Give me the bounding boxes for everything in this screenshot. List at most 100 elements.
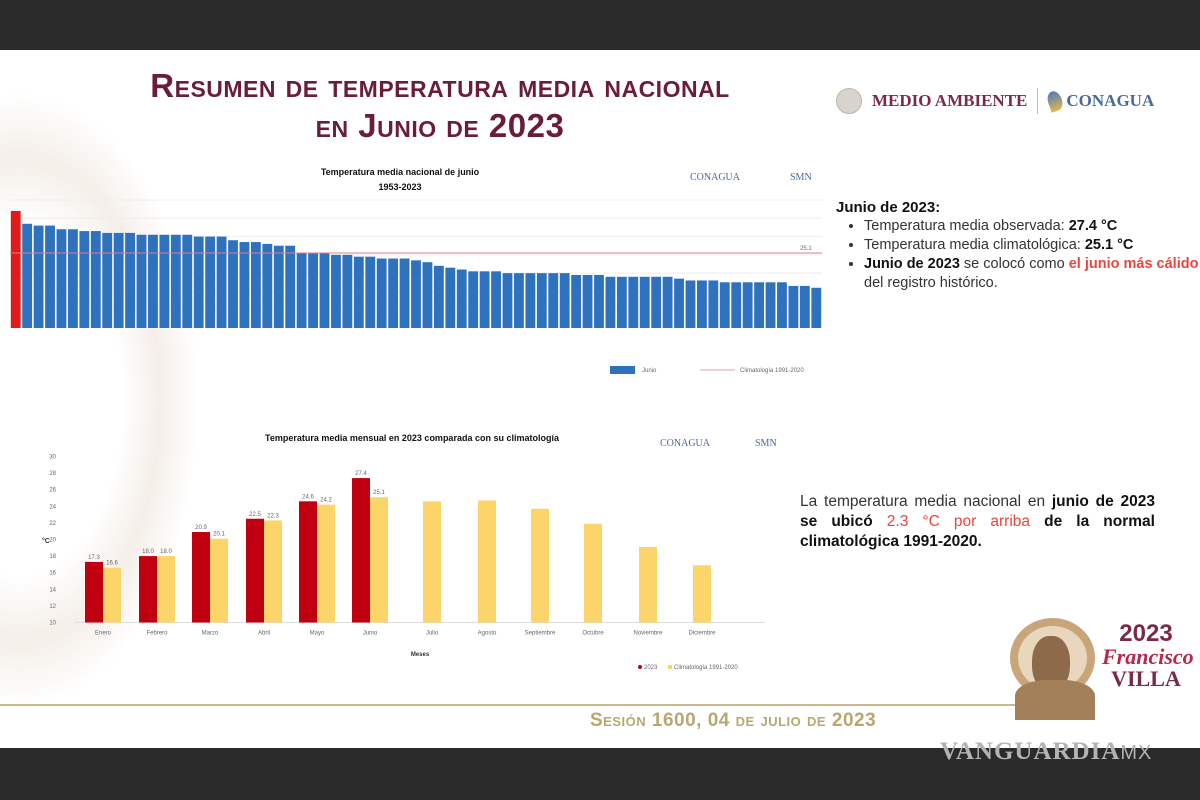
bar-2023	[246, 518, 264, 623]
bar	[388, 258, 399, 328]
bar-climatology	[639, 546, 657, 623]
chart2-legend-clim: Climatología 1991-2020	[674, 665, 738, 671]
record-item: Junio de 2023 se colocó como el junio má…	[864, 255, 1200, 293]
x-tick-label: Mayo	[310, 631, 325, 637]
bar	[651, 276, 662, 328]
vanguardia-watermark: VANGUARDIAMX	[940, 738, 1152, 766]
chart2-title: Temperatura media mensual en 2023 compar…	[265, 433, 560, 443]
record-highlight: el junio más cálido	[1068, 256, 1199, 272]
bar	[125, 232, 136, 328]
chart2-smn-logo: SMN	[755, 438, 777, 449]
data-label-climatology: 20.1	[213, 532, 225, 538]
bar-climatology	[423, 501, 441, 623]
bar	[353, 256, 364, 328]
bar	[216, 236, 227, 328]
x-tick-label: Abril	[258, 631, 270, 637]
chart1-title: Temperatura media nacional de junio	[321, 167, 480, 177]
chart1-legend-swatch-junio	[610, 366, 635, 374]
y-tick-label: 30	[49, 455, 56, 461]
bar	[399, 258, 410, 328]
y-tick-label: 12	[49, 604, 56, 610]
data-label-climatology: 16.6	[106, 561, 118, 567]
bar	[445, 267, 456, 328]
note-highlight: 2.3 °C por arriba	[886, 513, 1031, 530]
climatological-label: Temperatura media climatológica:	[864, 237, 1085, 253]
bar	[308, 253, 318, 328]
june-ranking-chart: Temperatura media nacional de junio 1953…	[10, 167, 822, 374]
bar	[296, 253, 307, 328]
bar-2023	[299, 501, 317, 623]
bar	[67, 229, 78, 328]
bar	[45, 225, 55, 328]
x-tick-label: Julio	[426, 631, 439, 637]
bar	[639, 276, 650, 328]
bar-climatology	[693, 565, 711, 623]
bar	[182, 234, 193, 328]
x-tick-label: Septiembre	[525, 631, 556, 637]
bar	[708, 280, 719, 328]
bar	[456, 269, 467, 328]
footer-divider	[0, 704, 1060, 706]
bar	[788, 285, 799, 328]
chart2-ylabel: °C	[42, 537, 50, 545]
monthly-comparison-chart: Temperatura media mensual en 2023 compar…	[42, 433, 777, 671]
data-label-2023: 17.3	[88, 555, 100, 561]
page-title: Resumen de temperatura media nacional en…	[60, 66, 820, 146]
session-footer: Sesión 1600, 04 de julio de 2023	[590, 710, 877, 731]
villa-name2: VILLA	[1111, 666, 1181, 691]
bar	[193, 236, 204, 328]
data-label-climatology: 18.0	[160, 549, 172, 555]
note-text: La temperatura media nacional en	[800, 493, 1052, 510]
y-tick-label: 24	[49, 504, 56, 510]
data-label-climatology: 24.2	[320, 498, 332, 504]
bar	[559, 273, 570, 328]
header-logos: MEDIO AMBIENTE CONAGUA	[836, 88, 1154, 114]
conagua-text: CONAGUA	[1066, 91, 1155, 110]
villa-logo-text: 2023 Francisco VILLA	[1102, 622, 1194, 691]
x-tick-label: Enero	[95, 631, 112, 637]
chart1-legend-clim: Climatología 1991-2020	[740, 368, 804, 374]
bar	[799, 285, 810, 328]
bar-2023-record	[10, 210, 21, 328]
villa-name1: Francisco	[1102, 644, 1194, 669]
bar-climatology	[210, 538, 228, 623]
data-label-2023: 24.6	[302, 494, 314, 500]
bar	[754, 282, 765, 328]
bar	[605, 276, 616, 328]
bar	[250, 242, 261, 328]
title-line-1: Resumen de temperatura media nacional	[150, 67, 730, 104]
bar	[582, 274, 593, 328]
note-bold: junio de 2023 se ubicó	[800, 493, 1156, 530]
x-tick-label: Febrero	[146, 631, 168, 637]
chart1-conagua-logo: CONAGUA	[690, 172, 741, 183]
bar	[56, 229, 67, 328]
summary-heading: Junio de 2023:	[836, 199, 941, 216]
bar	[674, 278, 684, 328]
y-tick-label: 16	[49, 571, 56, 577]
x-tick-label: Agosto	[478, 631, 497, 637]
bar	[811, 287, 822, 328]
bar	[331, 254, 341, 328]
bar	[422, 262, 433, 328]
bar	[536, 273, 547, 328]
conagua-logo: CONAGUA	[1045, 89, 1155, 113]
data-label-2023: 27.4	[355, 471, 367, 477]
observed-value: 27.4 °C	[1068, 218, 1118, 234]
chart1-smn-logo: SMN	[790, 172, 812, 183]
bar	[285, 245, 296, 328]
bar	[148, 234, 158, 328]
bar	[170, 234, 181, 328]
y-tick-label: 10	[49, 621, 56, 627]
bar-climatology	[317, 504, 335, 623]
june-summary: Junio de 2023: Temperatura media observa…	[836, 198, 1200, 293]
chart1-subtitle: 1953-2023	[378, 182, 421, 192]
chart1-legend-junio: Junio	[642, 368, 657, 374]
bar	[594, 274, 604, 328]
bar	[491, 271, 501, 328]
bar	[765, 282, 776, 328]
bar	[742, 282, 753, 328]
bar	[159, 234, 170, 328]
bar	[239, 242, 250, 328]
data-label-2023: 18.0	[142, 549, 154, 555]
